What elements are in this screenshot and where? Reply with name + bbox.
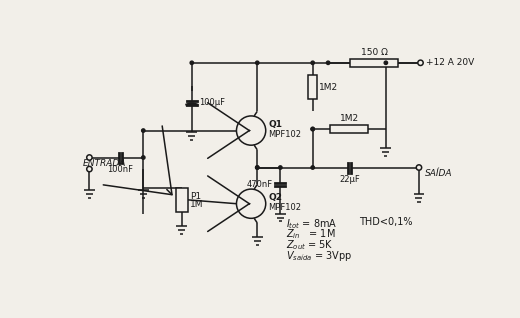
Text: ENTRADA: ENTRADA bbox=[83, 159, 126, 168]
Text: Q1: Q1 bbox=[268, 120, 282, 129]
Text: 470nF: 470nF bbox=[247, 180, 273, 189]
Text: $V_{saída}$ = 3Vpp: $V_{saída}$ = 3Vpp bbox=[286, 249, 352, 263]
Circle shape bbox=[384, 61, 387, 65]
Text: 1M: 1M bbox=[190, 200, 204, 209]
Bar bbox=[308, 75, 317, 99]
Bar bbox=[176, 188, 188, 212]
Circle shape bbox=[327, 61, 330, 65]
Text: THD<0,1%: THD<0,1% bbox=[359, 217, 412, 227]
Circle shape bbox=[418, 60, 423, 66]
Circle shape bbox=[279, 166, 282, 169]
Circle shape bbox=[141, 156, 145, 159]
Text: $Z_{out}$ = 5K: $Z_{out}$ = 5K bbox=[286, 238, 333, 252]
Text: MPF102: MPF102 bbox=[268, 130, 301, 139]
Text: P1: P1 bbox=[190, 192, 201, 201]
Text: Q2: Q2 bbox=[268, 193, 282, 202]
Circle shape bbox=[311, 127, 315, 131]
Text: 100µF: 100µF bbox=[199, 98, 225, 107]
Circle shape bbox=[87, 155, 92, 160]
Text: 100nF: 100nF bbox=[107, 165, 133, 174]
Circle shape bbox=[311, 166, 315, 169]
Circle shape bbox=[255, 166, 259, 169]
Circle shape bbox=[311, 127, 315, 131]
Circle shape bbox=[190, 61, 193, 65]
Bar bbox=[350, 59, 398, 67]
Circle shape bbox=[237, 189, 266, 218]
Circle shape bbox=[255, 61, 259, 65]
Text: +12 A 20V: +12 A 20V bbox=[426, 58, 474, 67]
Circle shape bbox=[87, 166, 92, 172]
Circle shape bbox=[141, 129, 145, 132]
Text: SAÍDA: SAÍDA bbox=[425, 169, 452, 178]
Circle shape bbox=[255, 166, 259, 169]
Bar bbox=[330, 125, 368, 133]
Text: $I_{tot}$ = 8mA: $I_{tot}$ = 8mA bbox=[286, 217, 337, 231]
Circle shape bbox=[417, 165, 422, 170]
Text: 22µF: 22µF bbox=[339, 175, 360, 184]
Text: 150 Ω: 150 Ω bbox=[361, 48, 388, 57]
Text: 1M2: 1M2 bbox=[319, 83, 339, 92]
Circle shape bbox=[311, 61, 315, 65]
Text: 1M2: 1M2 bbox=[340, 114, 359, 123]
Text: MPF102: MPF102 bbox=[268, 203, 301, 212]
Circle shape bbox=[237, 116, 266, 145]
Text: $Z_{in}$   = 1M: $Z_{in}$ = 1M bbox=[286, 228, 335, 241]
